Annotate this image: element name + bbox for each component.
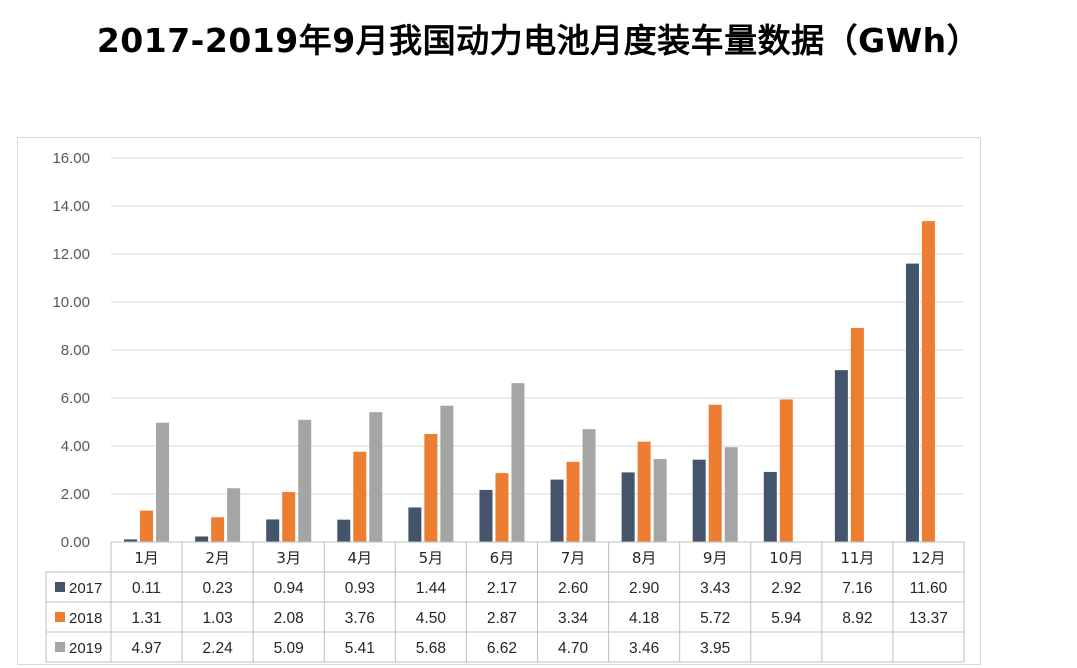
x-tick-label: 8月	[632, 549, 657, 567]
data-label: 3.46	[629, 640, 659, 657]
data-label: 2.87	[487, 610, 517, 627]
bar-chart: 0.00 2.00 4.00 6.00 8.00 10.00 12.00 14.00 16.00…	[45, 150, 965, 663]
bar-2018	[566, 461, 580, 542]
data-label: 2.08	[274, 610, 304, 627]
data-label: 1.31	[131, 610, 161, 627]
data-label: 4.50	[416, 610, 447, 627]
x-tick-label: 4月	[348, 549, 373, 567]
bar-2019	[653, 458, 667, 542]
data-label: 3.76	[345, 610, 375, 627]
x-tick-label: 1月	[134, 549, 159, 567]
x-tick-label: 3月	[276, 549, 301, 567]
bar-2017	[834, 370, 848, 542]
y-tick-label: 6.00	[61, 390, 90, 407]
data-label: 5.94	[771, 610, 802, 627]
legend-swatch-2019	[55, 642, 65, 652]
y-tick-label: 4.00	[61, 438, 90, 455]
bar-2017	[337, 519, 351, 542]
y-tick-label: 10.00	[52, 294, 90, 311]
data-label: 8.92	[842, 610, 872, 627]
data-label: 5.41	[345, 640, 375, 657]
bar-2018	[282, 492, 296, 542]
bar-2019	[156, 422, 170, 542]
y-tick-label: 2.00	[61, 486, 90, 503]
y-tick-label: 12.00	[52, 246, 90, 263]
y-tick-label: 16.00	[52, 150, 90, 167]
bar-2018	[850, 327, 864, 542]
x-tick-label: 11月	[840, 549, 874, 567]
data-label: 3.43	[700, 580, 730, 597]
data-label: 4.70	[558, 640, 589, 657]
bar-2019	[440, 405, 454, 542]
data-label: 0.93	[345, 580, 375, 597]
data-label: 6.62	[487, 640, 517, 657]
data-label: 3.34	[558, 610, 589, 627]
data-label: 3.95	[700, 640, 730, 657]
bar-2019	[511, 383, 525, 542]
legend-label: 2017	[69, 580, 102, 597]
legend-swatch-2017	[55, 582, 65, 592]
x-tick-label: 9月	[703, 549, 728, 567]
x-tick-label: 12月	[911, 549, 945, 567]
bar-2018	[353, 451, 367, 542]
data-label: 2.90	[629, 580, 660, 597]
bar-2018	[211, 517, 225, 542]
data-label: 0.11	[132, 580, 161, 597]
chart-title: 2017-2019年9月我国动力电池月度装车量数据（GWh）	[96, 21, 981, 60]
data-label: 5.09	[274, 640, 304, 657]
data-label: 0.23	[203, 580, 233, 597]
data-label: 2.24	[203, 640, 234, 657]
data-label: 7.16	[842, 580, 872, 597]
x-tick-label: 10月	[769, 549, 803, 567]
bar-2018	[424, 434, 438, 542]
data-label: 1.44	[416, 580, 447, 597]
bar-2019	[369, 412, 383, 542]
bar-2018	[637, 441, 651, 542]
bar-2017	[479, 489, 493, 542]
data-label: 5.68	[416, 640, 446, 657]
bar-2019	[227, 488, 241, 542]
bar-2017	[266, 519, 280, 542]
data-label: 2.60	[558, 580, 589, 597]
bar-2018	[779, 399, 793, 542]
data-label: 2.17	[487, 580, 517, 597]
bar-2019	[582, 429, 596, 542]
data-label: 4.97	[131, 640, 161, 657]
bar-2017	[550, 479, 564, 542]
y-tick-label: 0.00	[61, 534, 90, 551]
data-label: 0.94	[274, 580, 305, 597]
data-label: 13.37	[909, 610, 948, 627]
bar-2017	[195, 536, 209, 542]
data-label: 5.72	[700, 610, 730, 627]
bar-2017	[905, 263, 919, 542]
bar-2018	[140, 510, 154, 542]
legend-label: 2019	[69, 640, 102, 657]
y-tick-label: 14.00	[52, 198, 90, 215]
bar-2019	[724, 447, 738, 542]
legend-label: 2018	[69, 610, 102, 627]
chart-area: 0.00 2.00 4.00 6.00 8.00 10.00 12.00 14.00 16.00…	[17, 137, 981, 665]
x-tick-label: 6月	[490, 549, 515, 567]
bar-2018	[708, 404, 722, 542]
bar-2018	[495, 473, 509, 542]
data-label: 2.92	[771, 580, 801, 597]
x-tick-label: 2月	[205, 549, 230, 567]
data-label: 11.60	[910, 580, 948, 597]
bar-2017	[408, 507, 422, 542]
y-tick-label: 8.00	[61, 342, 90, 359]
x-tick-label: 7月	[561, 549, 586, 567]
bar-2019	[298, 419, 312, 542]
bar-2017	[763, 471, 777, 542]
bar-2017	[621, 472, 635, 542]
data-label: 4.18	[629, 610, 659, 627]
bar-2017	[692, 459, 706, 542]
bar-2017	[124, 539, 138, 542]
bar-2018	[921, 221, 935, 542]
data-label: 1.03	[203, 610, 233, 627]
x-tick-label: 5月	[419, 549, 444, 567]
legend-swatch-2018	[55, 612, 65, 622]
